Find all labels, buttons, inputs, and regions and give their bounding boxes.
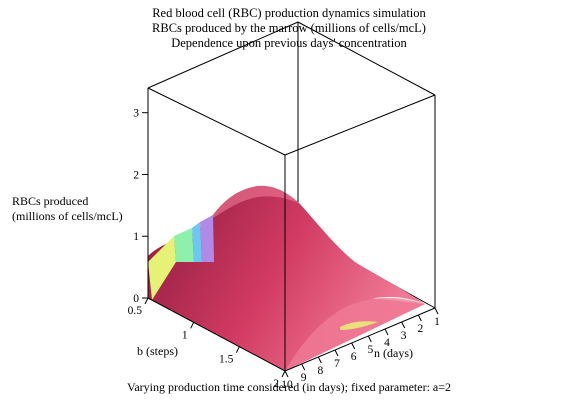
box-edge [147, 21, 299, 89]
z-tick-label: 0 [133, 293, 139, 305]
surface [148, 185, 425, 371]
x-tick-mark [144, 297, 149, 305]
box-edge [284, 94, 436, 156]
surface-color-band-green [174, 228, 194, 262]
y-tick-label: 8 [317, 365, 323, 377]
x-tick-mark [190, 322, 195, 329]
chart-title-line-3: Dependence upon previous days' concentra… [171, 36, 407, 50]
y-tick-label: 10 [281, 379, 293, 391]
chart-title-line-1: Red blood cell (RBC) production dynamics… [152, 6, 426, 20]
x-tick-label: 2 [273, 378, 279, 390]
x-tick-mark [281, 370, 286, 378]
chart-caption: Varying production time considered (in d… [127, 380, 451, 394]
y-tick-label: 3 [401, 330, 407, 342]
z-axis-label-line-1: RBCs produced [12, 194, 89, 208]
z-tick-label: 1 [133, 231, 139, 243]
surface-floor-patch [340, 321, 378, 330]
z-tick-label: 2 [133, 169, 139, 181]
y-tick-label: 9 [301, 372, 307, 384]
box-edge [284, 307, 436, 372]
surface-color-band-yellow [148, 236, 176, 300]
y-tick-mark [301, 363, 306, 371]
box-edge [297, 21, 436, 96]
y-tick-mark [317, 356, 322, 364]
y-tick-mark [284, 370, 289, 378]
x-tick-mark [235, 346, 240, 353]
z-axis-label-line-2: (millions of cells/mcL) [12, 209, 123, 223]
box-edge [147, 297, 286, 372]
x-tick-label: 0.5 [128, 305, 143, 317]
bounding-box-front [147, 87, 436, 372]
chart-title-line-2: RBCs produced by the marrow (millions of… [152, 21, 426, 35]
y-tick-mark [351, 342, 356, 350]
surface-ridge-highlight [213, 185, 300, 218]
x-tick-label: 1.5 [219, 354, 234, 366]
y-tick-mark [434, 307, 439, 315]
y-tick-label: 2 [417, 323, 423, 335]
y-tick-label: 4 [384, 337, 390, 349]
y-tick-mark [401, 321, 406, 329]
y-tick-mark [367, 335, 372, 343]
y-tick-label: 1 [434, 316, 440, 328]
surface-main-face [148, 185, 425, 371]
y-tick-label: 6 [351, 351, 357, 363]
surface-color-band-cyan [192, 222, 202, 262]
surface-floor-highlight [285, 297, 425, 371]
y-tick-mark [384, 328, 389, 336]
y-tick-label: 7 [334, 358, 340, 370]
z-tick-label: 3 [133, 108, 139, 120]
x-axis-label: b (steps) [137, 344, 178, 358]
y-tick-mark [417, 314, 422, 322]
y-tick-mark [334, 349, 339, 357]
y-axis-label: n (days) [374, 346, 413, 360]
y-tick-label: 5 [367, 344, 373, 356]
box-edge [147, 87, 286, 156]
surface-color-band-purple [200, 215, 214, 262]
x-tick-label: 1 [182, 329, 188, 341]
